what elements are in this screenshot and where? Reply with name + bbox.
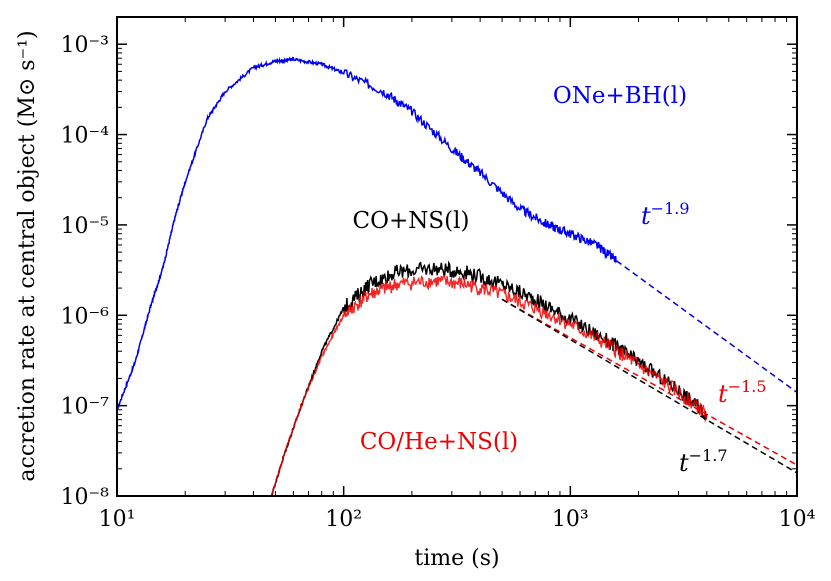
series-label-one-bh-l: ONe+BH(l): [553, 83, 687, 109]
x-tick-label: 10¹: [99, 507, 136, 532]
series-line-one-bh-l: [117, 56, 618, 410]
series-line-co-he-ns-l: [270, 273, 708, 495]
tick-layer: [116, 16, 798, 497]
fit-line: [501, 298, 797, 466]
y-tick-label: 10⁻⁶: [61, 304, 110, 329]
y-tick-label: 10⁻³: [61, 33, 109, 58]
fit-label: t−1.9: [641, 199, 690, 230]
series-line-co-ns-l: [270, 260, 708, 496]
x-tick-label: 10⁴: [779, 507, 816, 532]
series-layer: [117, 56, 708, 496]
x-tick-label: 10²: [325, 507, 362, 532]
fit-line: [501, 298, 797, 474]
fit-line: [616, 260, 797, 394]
y-tick-label: 10⁻⁵: [61, 214, 109, 239]
y-tick-label: 10⁻⁷: [61, 395, 110, 420]
plot-frame: [116, 16, 798, 497]
fit-label: t−1.5: [718, 377, 767, 408]
x-axis-label: time (s): [414, 546, 499, 571]
fit-label: t−1.7: [679, 446, 728, 477]
label-layer: 10¹ 10² 10³ 10⁴ 10⁻⁸ 10⁻⁷ 10⁻⁶ 10⁻⁵ 10⁻⁴ 10⁻³ ONe+…: [61, 33, 816, 532]
y-tick-label: 10⁻⁸: [61, 485, 110, 510]
series-label-co-he-ns-l: CO/He+NS(l): [360, 429, 518, 455]
x-tick-label: 10³: [552, 507, 589, 532]
y-tick-label: 10⁻⁴: [61, 124, 110, 149]
fit-layer: [501, 260, 797, 474]
series-label-co-ns-l: CO+NS(l): [353, 208, 470, 234]
y-axis-label: accretion rate at central object (M⊙ s⁻¹…: [15, 30, 40, 481]
